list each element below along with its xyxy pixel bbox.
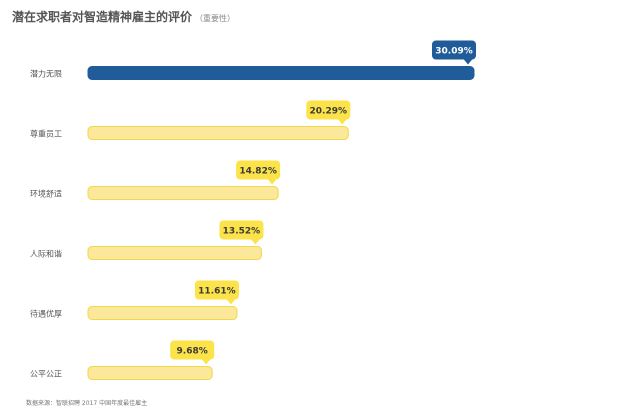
source-note: 数据来源：智联招聘 2017 中国年度最佳雇主 — [26, 400, 148, 407]
value-badge-pointer — [250, 238, 261, 245]
value-badge-pointer — [225, 298, 236, 305]
bar — [87, 126, 349, 140]
bar — [87, 366, 213, 380]
chart-title: 潜在求职者对智造精神雇主的评价 （重要性） — [12, 8, 235, 25]
bar — [87, 246, 262, 260]
category-label: 待遇优厚 — [30, 309, 62, 319]
bar — [87, 306, 238, 320]
category-label: 公平公正 — [30, 370, 62, 379]
chart-subtitle: （重要性） — [195, 14, 236, 23]
value-badge-pointer — [463, 58, 473, 65]
value-badge-pointer — [201, 358, 212, 365]
chart-title-text: 潜在求职者对智造精神雇主的评价 — [12, 10, 193, 24]
value-label: 14.82% — [239, 167, 277, 177]
bar — [87, 66, 475, 80]
value-badge — [306, 100, 351, 120]
bar — [87, 186, 279, 200]
value-badge-pointer — [267, 178, 278, 185]
value-badge — [170, 340, 215, 360]
value-label: 11.61% — [198, 287, 236, 297]
value-label: 30.09% — [435, 47, 473, 57]
value-badge — [219, 220, 264, 240]
value-label: 13.52% — [223, 227, 261, 237]
value-label: 20.29% — [310, 107, 348, 117]
value-badge-pointer — [337, 118, 348, 125]
category-label: 尊重员工 — [30, 129, 62, 139]
value-badge — [432, 40, 476, 60]
value-label: 9.68% — [177, 347, 208, 357]
value-badge — [194, 280, 239, 300]
value-badge — [236, 160, 281, 180]
category-label: 环境舒适 — [30, 189, 62, 199]
category-label: 潜力无限 — [30, 69, 62, 79]
category-label: 人际和谐 — [30, 249, 62, 259]
